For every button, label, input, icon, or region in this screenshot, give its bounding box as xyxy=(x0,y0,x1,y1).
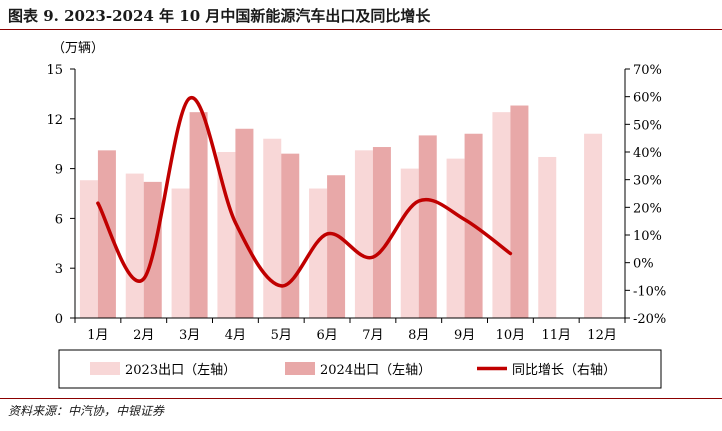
x-tick-label: 1月 xyxy=(87,328,108,343)
x-tick-label: 10月 xyxy=(496,328,526,343)
y-right-tick-label: 10% xyxy=(633,229,662,244)
bar-2023-10 xyxy=(492,112,511,318)
y-right-tick-label: 20% xyxy=(633,201,662,216)
source-note: 资料来源：中汽协，中银证券 xyxy=(8,404,165,418)
legend-swatch-1 xyxy=(90,362,120,375)
legend-swatch-2 xyxy=(285,362,315,375)
bar-2024-10 xyxy=(510,105,529,319)
x-tick-label: 3月 xyxy=(179,328,200,343)
bar-layer xyxy=(79,105,603,319)
growth-point-3 xyxy=(188,96,192,100)
bar-2024-4 xyxy=(235,128,254,318)
y-right-tick-label: 70% xyxy=(633,63,662,78)
bar-2024-6 xyxy=(327,175,346,318)
legend-frame xyxy=(58,349,662,389)
bar-2023-7 xyxy=(354,150,373,318)
y-right-tick-label: -10% xyxy=(633,284,666,299)
bar-2023-9 xyxy=(446,158,465,318)
x-tick-label: 8月 xyxy=(408,328,429,343)
x-tick-label: 11月 xyxy=(541,328,571,343)
footer-divider xyxy=(0,398,722,399)
y-left-unit-label: （万辆） xyxy=(52,41,104,56)
y-left-tick-label: 6 xyxy=(55,212,63,227)
y-left-tick-label: 15 xyxy=(46,63,63,78)
growth-point-7 xyxy=(371,255,375,259)
bar-2023-3 xyxy=(171,188,190,318)
x-tick-label: 5月 xyxy=(271,328,292,343)
y-right-tick-label: 0% xyxy=(633,257,654,272)
y-right-tick-label: 40% xyxy=(633,146,662,161)
bar-2024-1 xyxy=(97,150,116,318)
bar-2023-2 xyxy=(125,173,144,318)
growth-point-9 xyxy=(463,218,467,222)
chart-canvas: 0 3 6 9 12 15 -20% -10% 0% 10% 20% 30% 40% 50% 60% 70% 1… xyxy=(46,41,666,389)
y-right-tick-label: -20% xyxy=(633,312,666,327)
growth-point-6 xyxy=(325,232,329,236)
y-left-tick-label: 3 xyxy=(55,262,63,277)
chart-title: 图表 9. 2023-2024 年 10 月中国新能源汽车出口及同比增长 xyxy=(8,7,431,25)
y-left-tick-label: 9 xyxy=(55,163,63,178)
legend-label-2: 2024出口（左轴） xyxy=(320,363,431,378)
x-tick-label: 2月 xyxy=(133,328,154,343)
x-tick-label: 9月 xyxy=(454,328,475,343)
legend-label-3: 同比增长（右轴） xyxy=(512,363,616,378)
growth-point-5 xyxy=(279,284,283,288)
bar-2024-5 xyxy=(281,153,300,318)
y-right-tick-label: 60% xyxy=(633,91,662,106)
axes-layer: 0 3 6 9 12 15 -20% -10% 0% 10% 20% 30% 40% 50% 60% 70% 1… xyxy=(46,41,666,343)
title-bar: 图表 9. 2023-2024 年 10 月中国新能源汽车出口及同比增长 xyxy=(0,0,722,30)
bar-2024-8 xyxy=(418,135,437,318)
y-right-tick-label: 30% xyxy=(633,174,662,189)
x-tick-label: 12月 xyxy=(587,328,617,343)
x-tick-label: 7月 xyxy=(362,328,383,343)
bar-2023-6 xyxy=(309,188,328,318)
y-right-tick-label: 50% xyxy=(633,118,662,133)
bar-2024-7 xyxy=(372,147,391,318)
growth-point-4 xyxy=(233,221,237,225)
bar-2023-4 xyxy=(217,152,236,318)
growth-line xyxy=(96,96,513,288)
legend-label-1: 2023出口（左轴） xyxy=(125,363,236,378)
bar-2023-5 xyxy=(263,138,282,318)
legend: 2023出口（左轴） 2024出口（左轴） 同比增长（右轴） xyxy=(58,349,662,389)
line-layer xyxy=(96,96,513,288)
bar-2024-3 xyxy=(189,112,208,318)
growth-point-10 xyxy=(508,252,512,256)
x-tick-label: 6月 xyxy=(316,328,337,343)
growth-point-2 xyxy=(142,277,146,281)
bar-2023-8 xyxy=(400,168,419,318)
growth-point-8 xyxy=(417,199,421,203)
y-left-tick-label: 12 xyxy=(46,113,63,128)
y-left-tick-label: 0 xyxy=(55,312,63,327)
bar-2023-11 xyxy=(538,156,557,318)
growth-point-1 xyxy=(96,201,100,205)
bar-2023-12 xyxy=(584,133,603,318)
x-tick-label: 4月 xyxy=(225,328,246,343)
bar-2023-1 xyxy=(79,180,98,318)
